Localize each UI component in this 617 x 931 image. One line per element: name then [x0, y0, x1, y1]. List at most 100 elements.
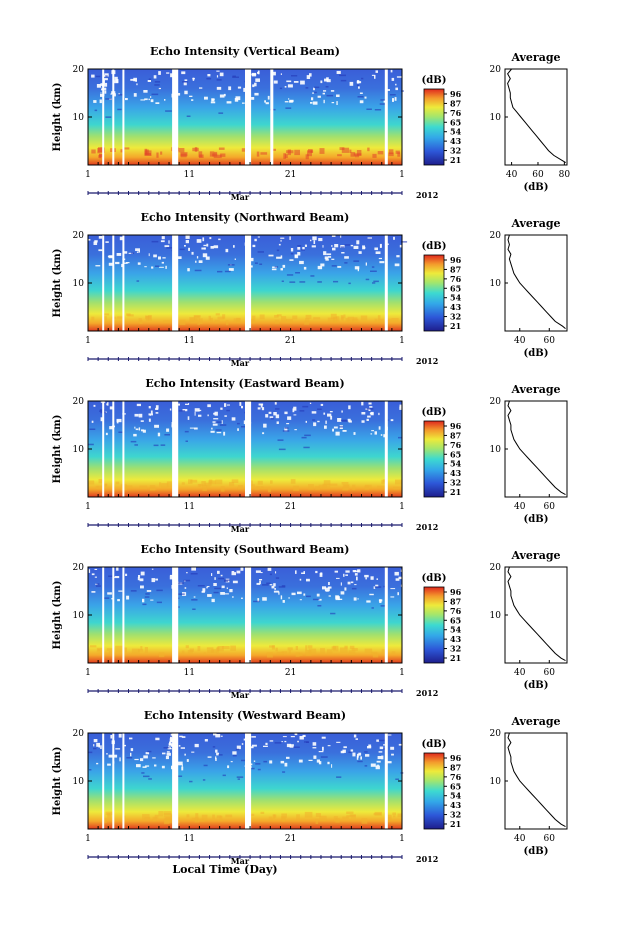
heatmap-cell [391, 318, 399, 322]
heatmap-cell [164, 434, 170, 436]
no-echo-patch [231, 417, 236, 421]
no-echo-patch [241, 597, 243, 599]
heatmap-cell [308, 149, 313, 153]
heatmap-cell [299, 410, 305, 412]
no-echo-patch [356, 240, 360, 245]
x-tick-label: 1 [85, 668, 91, 678]
heatmap-cell [303, 446, 310, 449]
heatmap-cell [93, 747, 97, 750]
y-tick-label: 10 [73, 445, 85, 455]
heatmap-cell [179, 319, 186, 325]
heatmap-cell [202, 779, 206, 781]
no-echo-patch [280, 268, 283, 271]
data-gap [172, 69, 179, 165]
no-echo-patch [289, 744, 294, 748]
heatmap-cell [341, 419, 347, 422]
no-echo-patch [292, 408, 295, 413]
no-echo-patch [196, 256, 199, 259]
heatmap-cell [365, 278, 370, 281]
y-tick-label: 20 [73, 563, 85, 573]
no-echo-patch [99, 99, 102, 104]
heatmap-cell [367, 147, 370, 152]
profile-y-tick-label: 10 [490, 445, 502, 455]
heatmap-cell [191, 599, 198, 601]
heatmap-cell [398, 436, 402, 439]
no-echo-patch [398, 576, 403, 580]
no-echo-patch [293, 81, 299, 83]
heatmap-cell [371, 651, 378, 655]
heatmap-cell [301, 249, 305, 251]
no-echo-patch [125, 98, 128, 101]
no-echo-patch [268, 411, 272, 414]
heatmap-cell [197, 818, 205, 822]
no-echo-patch [213, 412, 216, 415]
no-echo-patch [355, 738, 358, 740]
no-echo-patch [115, 748, 121, 750]
heatmap-cell [98, 147, 103, 153]
heatmap-cell [263, 760, 268, 763]
no-echo-patch [98, 249, 103, 252]
colorbar-tick-label: 54 [450, 625, 462, 635]
no-echo-patch [294, 254, 299, 259]
y-tick-label: 10 [73, 113, 85, 123]
heatmap-cell [314, 91, 317, 94]
no-echo-patch [143, 755, 148, 759]
no-echo-patch [284, 411, 288, 415]
heatmap-cell [186, 115, 191, 117]
no-echo-patch [136, 251, 139, 253]
no-echo-patch [207, 594, 212, 597]
heatmap-cell [276, 249, 280, 252]
heatmap-cell [183, 579, 191, 582]
no-echo-patch [241, 743, 244, 745]
no-echo-patch [381, 755, 384, 760]
heatmap-cell [378, 739, 386, 742]
no-echo-patch [201, 247, 206, 250]
no-echo-patch [368, 409, 371, 411]
heatmap-cell [232, 75, 236, 77]
data-gap [384, 235, 388, 331]
no-echo-patch [367, 237, 372, 239]
heatmap-cell [214, 319, 220, 324]
no-echo-patch [301, 572, 305, 574]
no-echo-patch [263, 423, 267, 428]
no-echo-patch [221, 420, 223, 424]
heatmap-cell [186, 814, 190, 818]
no-echo-patch [350, 244, 354, 247]
heatmap-cell [287, 647, 293, 651]
no-echo-patch [111, 598, 113, 600]
no-echo-patch [250, 257, 254, 262]
no-echo-patch [269, 740, 274, 742]
profile-title: Average [510, 217, 560, 230]
no-echo-patch [268, 254, 274, 257]
no-echo-patch [360, 756, 362, 760]
no-echo-patch [374, 431, 377, 435]
no-echo-patch [357, 569, 361, 573]
no-echo-patch [293, 406, 297, 411]
no-echo-patch [214, 577, 216, 580]
no-echo-patch [323, 412, 326, 415]
no-echo-patch [205, 256, 210, 260]
x-tick-label: 1 [85, 502, 91, 512]
no-echo-patch [234, 98, 239, 102]
no-echo-patch [189, 427, 194, 429]
no-echo-patch [223, 431, 226, 436]
profile-title: Average [510, 715, 560, 728]
heatmap-cell [297, 245, 302, 247]
no-echo-patch [313, 422, 317, 427]
no-echo-patch [398, 743, 403, 746]
heatmap-cell [199, 318, 203, 324]
no-echo-patch [226, 101, 232, 104]
heatmap-cell [377, 315, 381, 320]
no-echo-patch [252, 244, 256, 248]
data-gap [102, 401, 105, 497]
heatmap-cell [350, 152, 356, 157]
heatmap-cell [204, 482, 212, 486]
no-echo-patch [165, 265, 167, 269]
no-echo-patch [212, 423, 218, 426]
colorbar-tick-label: 87 [450, 264, 461, 274]
no-echo-patch [194, 427, 198, 430]
no-echo-patch [130, 752, 132, 757]
heatmap-cell [305, 154, 309, 160]
heatmap-cell [98, 479, 104, 484]
heatmap-cell [298, 652, 303, 656]
